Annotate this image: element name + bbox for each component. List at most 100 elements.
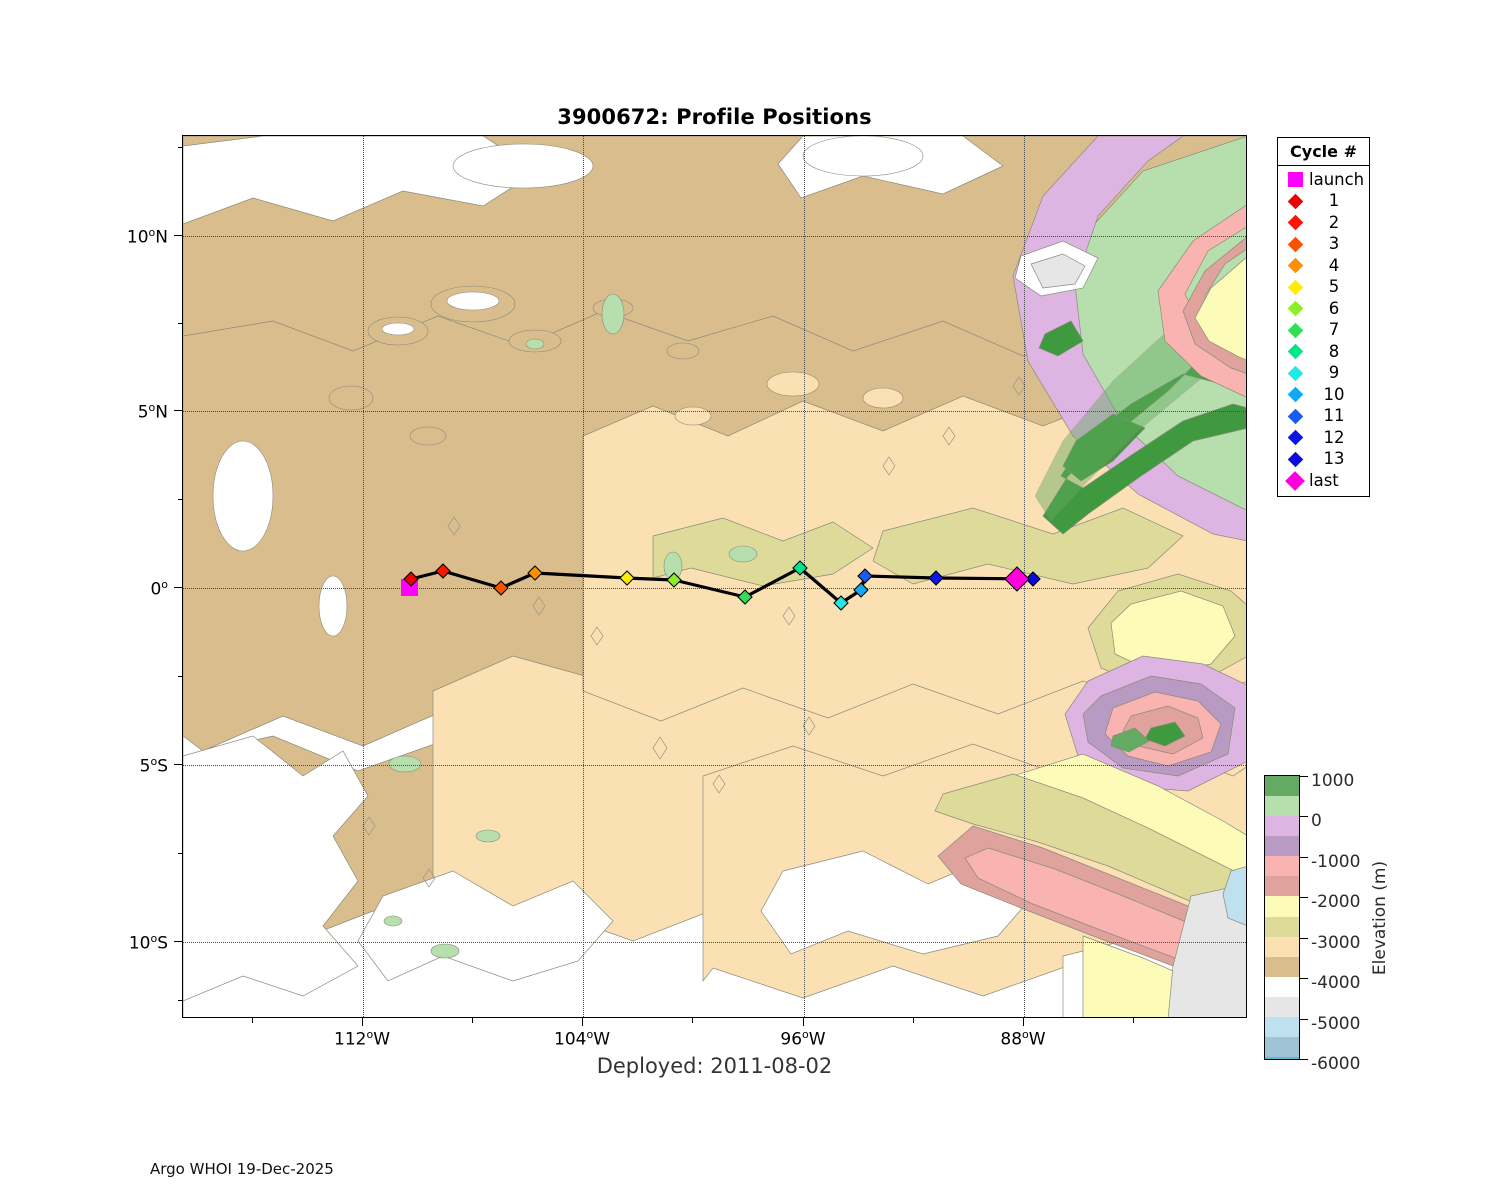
xtick-minor [252,1018,253,1023]
xtick-88w [1023,1018,1024,1026]
colorbar-band [1265,1057,1299,1059]
marker-cycle-9[interactable] [833,595,849,611]
xtick-112w [362,1018,363,1026]
colorbar-band [1265,1037,1299,1058]
legend-label: 8 [1328,341,1340,361]
colorbar-band [1265,976,1299,997]
legend-label: 2 [1328,212,1340,232]
marker-cycle-2[interactable] [435,563,451,579]
cycle-legend[interactable]: Cycle # launch 1 2 3 4 5 6 [1277,137,1370,497]
legend-title: Cycle # [1278,138,1369,166]
ytick-minor [178,147,183,148]
marker-cycle-5[interactable] [619,570,635,586]
legend-item-launch[interactable]: launch [1278,169,1369,191]
float-trajectory[interactable] [183,136,1247,1018]
ytick-0 [174,587,182,588]
legend-swatch-diamond [1285,193,1305,210]
legend-swatch-diamond [1285,429,1305,446]
colorbar-tick [1300,816,1308,817]
legend-item-7[interactable]: 7 [1278,320,1369,342]
marker-cycle-7[interactable] [737,589,753,605]
legend-item-1[interactable]: 1 [1278,191,1369,213]
legend-label: launch [1309,169,1365,189]
legend-swatch-diamond [1285,408,1305,425]
marker-cycle-3[interactable] [493,580,509,596]
legend-swatch-diamond [1285,322,1305,339]
xtick-minor [692,1018,693,1023]
legend-item-11[interactable]: 11 [1278,406,1369,428]
deployed-caption: Deployed: 2011-08-02 [596,1054,833,1078]
legend-item-3[interactable]: 3 [1278,234,1369,256]
page-title: 3900672: Profile Positions [557,105,872,129]
colorbar-label--4000: -4000 [1311,973,1361,993]
legend-swatch-diamond [1285,451,1305,468]
xtick-label-112w: 112oW [334,1028,390,1050]
xtick-minor [472,1018,473,1023]
ytick-minor [178,499,183,500]
ytick-label-0: 0o [150,578,168,600]
legend-item-5[interactable]: 5 [1278,277,1369,299]
legend-rows: launch 1 2 3 4 5 6 7 [1278,166,1369,496]
colorbar-label--3000: -3000 [1311,933,1361,953]
legend-label: 1 [1328,191,1340,210]
marker-cycle-11[interactable] [857,568,873,584]
colorbar-band [1265,896,1299,917]
marker-cycle-10[interactable] [853,582,869,598]
legend-label: 3 [1328,234,1340,253]
legend-item-9[interactable]: 9 [1278,363,1369,385]
legend-item-2[interactable]: 2 [1278,212,1369,234]
colorbar-band [1265,816,1299,837]
xtick-104w [582,1018,583,1026]
ytick-minor [178,1000,183,1001]
ytick-label-5n: 5oN [137,401,168,423]
legend-item-4[interactable]: 4 [1278,255,1369,277]
ytick-minor [178,323,183,324]
legend-swatch-diamond [1285,279,1305,296]
marker-cycle-13[interactable] [1025,571,1041,587]
ytick-label-10n: 10oN [126,226,168,248]
xtick-minor [913,1018,914,1023]
colorbar-tick [1300,857,1308,858]
legend-item-8[interactable]: 8 [1278,341,1369,363]
colorbar-band [1265,856,1299,877]
legend-item-6[interactable]: 6 [1278,298,1369,320]
ytick-minor [178,853,183,854]
colorbar-band [1265,796,1299,817]
legend-item-12[interactable]: 12 [1278,427,1369,449]
xtick-label-96w: 96oW [780,1028,826,1050]
marker-cycle-12[interactable] [928,570,944,586]
colorbar-tick [1300,776,1308,777]
marker-cycle-8[interactable] [792,560,808,576]
xtick-label-88w: 88oW [1000,1028,1046,1050]
colorbar-tick [1300,1019,1308,1020]
legend-label: 7 [1328,320,1340,339]
legend-swatch-diamond [1285,343,1305,360]
colorbar-band [1265,956,1299,977]
colorbar-tick [1300,938,1308,939]
marker-cycle-6[interactable] [666,572,682,588]
marker-cycle-4[interactable] [527,565,543,581]
colorbar-band [1265,776,1299,797]
legend-label: last [1309,470,1339,490]
legend-swatch-diamond [1285,236,1305,253]
legend-item-13[interactable]: 13 [1278,449,1369,471]
legend-swatch-diamond [1285,257,1305,274]
ytick-10n [174,235,182,236]
ytick-minor [178,676,183,677]
colorbar-label--1000: -1000 [1311,852,1361,872]
colorbar-tick [1300,897,1308,898]
marker-cycle-1[interactable] [403,571,419,587]
elevation-colorbar[interactable] [1264,775,1300,1060]
colorbar-band [1265,876,1299,897]
legend-swatch-diamond-large [1285,470,1305,491]
legend-label: 12 [1323,427,1345,447]
legend-item-10[interactable]: 10 [1278,384,1369,406]
xtick-96w [803,1018,804,1026]
xtick-label-104w: 104oW [554,1028,610,1050]
marker-last[interactable] [1004,566,1030,592]
colorbar-tick [1300,1059,1308,1060]
legend-swatch-diamond [1285,365,1305,382]
map-axes[interactable] [182,135,1247,1018]
legend-item-last[interactable]: last [1278,470,1369,492]
colorbar-band [1265,996,1299,1017]
